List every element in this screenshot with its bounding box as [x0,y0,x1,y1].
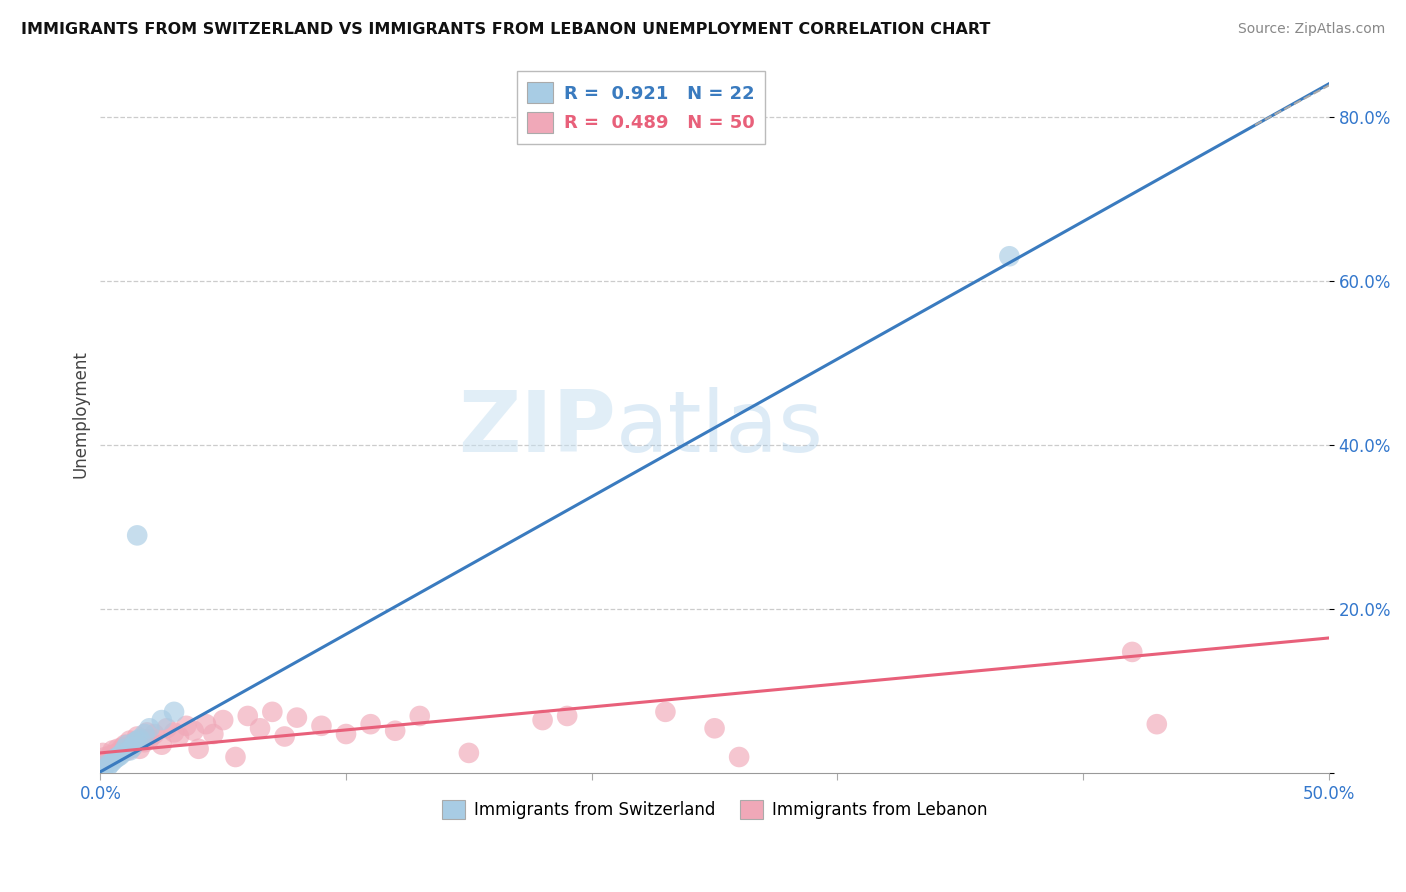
Point [107,750,129,764]
Point [555,709,578,723]
Point [104,752,127,766]
Point [91,762,114,776]
Text: Source: ZipAtlas.com: Source: ZipAtlas.com [1237,22,1385,37]
Point [128,741,150,756]
Point [114,741,136,756]
Point [285,710,308,724]
Point [195,717,218,731]
Point [128,731,150,746]
Point [108,745,131,759]
Point [457,746,479,760]
Point [114,738,136,752]
Point [176,719,198,733]
Point [104,747,127,761]
Point [224,750,246,764]
Point [654,705,676,719]
Point [273,730,295,744]
Point [138,731,160,746]
Point [236,709,259,723]
Point [91,746,114,760]
Text: ZIP: ZIP [458,387,616,470]
Point [384,723,406,738]
Point [97,752,120,766]
Point [143,727,166,741]
Legend: Immigrants from Switzerland, Immigrants from Lebanon: Immigrants from Switzerland, Immigrants … [436,794,994,826]
Point [111,740,134,755]
Point [98,756,121,771]
Point [107,741,129,756]
Point [262,705,284,719]
Point [150,713,173,727]
Point [108,748,131,763]
Point [728,750,751,764]
Point [117,743,139,757]
Point [94,750,117,764]
Point [124,735,146,749]
Point [118,733,141,747]
Point [1121,645,1143,659]
Point [998,249,1021,263]
Y-axis label: Unemployment: Unemployment [72,351,89,478]
Point [101,754,124,768]
Point [1146,717,1168,731]
Point [124,735,146,749]
Point [163,725,186,739]
Point [167,730,190,744]
Point [134,727,156,741]
Point [127,730,149,744]
Point [187,741,209,756]
Point [117,738,139,752]
Point [156,721,179,735]
Point [91,764,114,779]
Point [97,760,120,774]
Point [360,717,382,731]
Point [202,727,225,741]
Point [131,731,153,746]
Point [531,713,554,727]
Point [127,528,149,542]
Point [111,746,134,760]
Point [98,748,121,763]
Point [94,758,117,772]
Point [311,719,333,733]
Point [409,709,432,723]
Point [212,713,235,727]
Text: atlas: atlas [616,387,824,470]
Point [118,743,141,757]
Point [134,735,156,749]
Text: IMMIGRANTS FROM SWITZERLAND VS IMMIGRANTS FROM LEBANON UNEMPLOYMENT CORRELATION : IMMIGRANTS FROM SWITZERLAND VS IMMIGRANT… [21,22,990,37]
Point [335,727,357,741]
Point [150,738,173,752]
Point [136,725,159,739]
Point [121,740,143,755]
Point [249,721,271,735]
Point [138,721,160,735]
Point [163,705,186,719]
Point [703,721,725,735]
Point [183,723,205,738]
Point [121,740,143,755]
Point [127,733,149,747]
Point [101,743,124,757]
